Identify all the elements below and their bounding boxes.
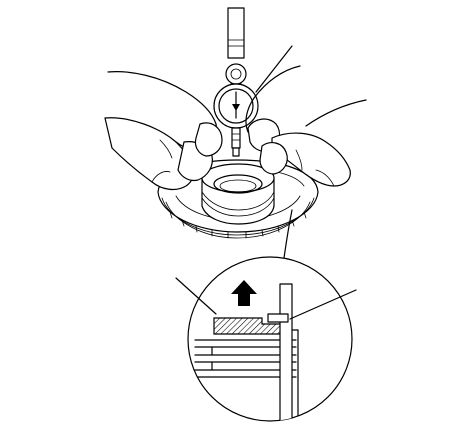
hatched-part-leader-line [175,277,217,315]
dial-leader-line [255,45,293,93]
detail-connector-line [283,209,293,259]
dial-indicator-icon [213,7,259,157]
magnified-detail-icon [187,256,353,422]
probe-tip-leader-line [289,289,357,320]
lift-up-arrow-icon [231,280,257,306]
hands-icon [104,65,367,191]
